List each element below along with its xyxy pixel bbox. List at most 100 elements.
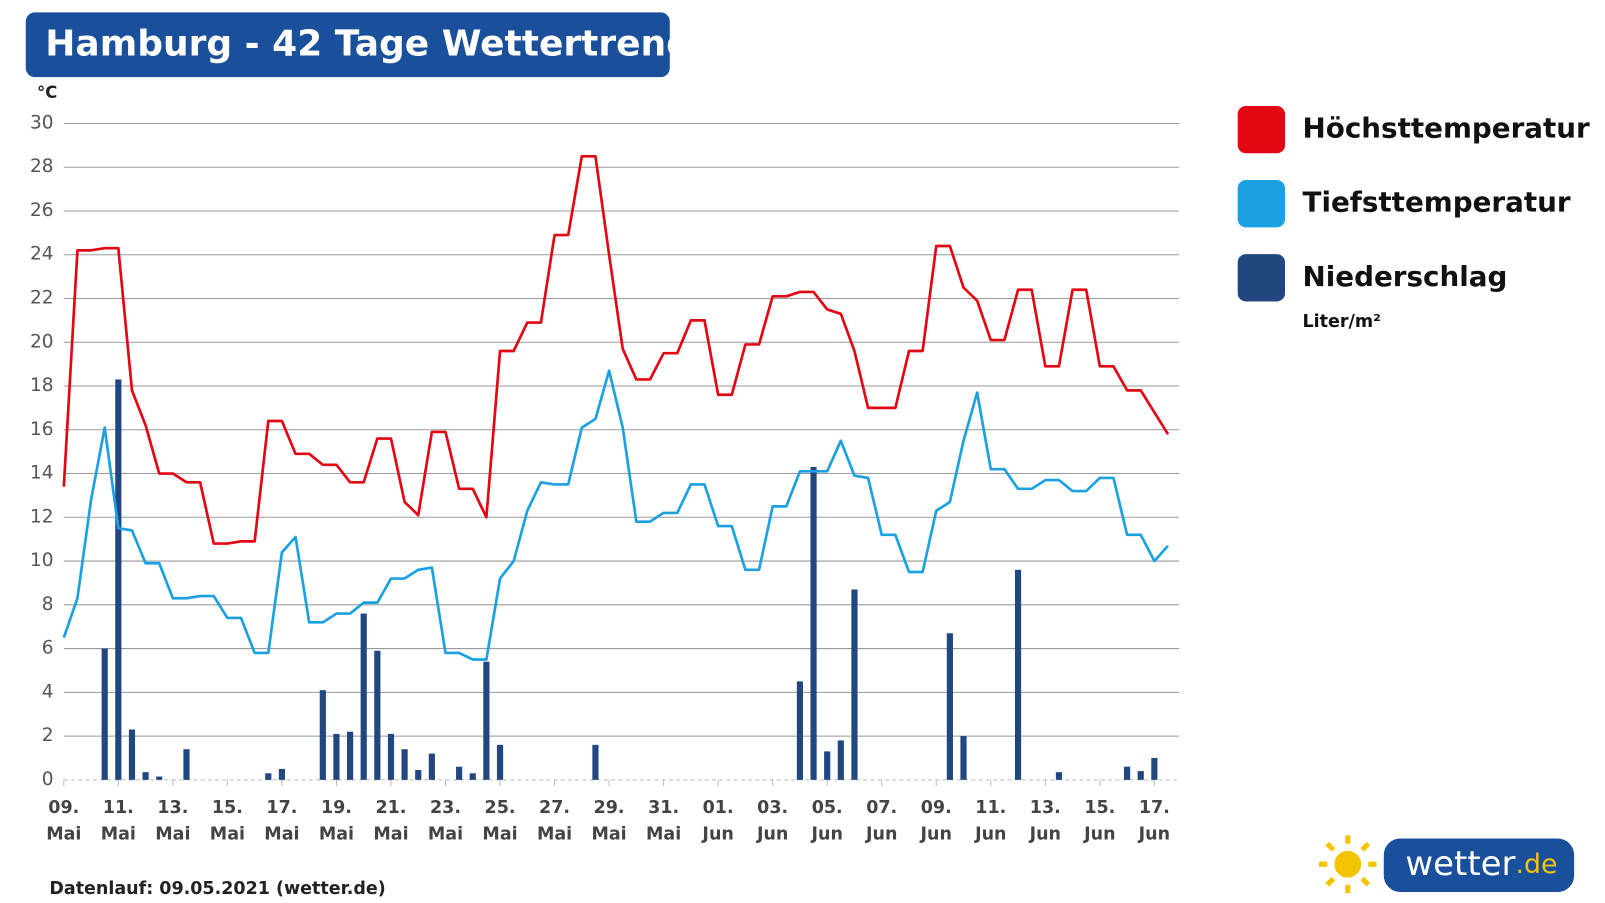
bar [946, 633, 953, 780]
x-tick-label-box: 17. Mai [264, 797, 300, 845]
logo-text: wetter.de [1405, 844, 1557, 884]
bar [469, 773, 476, 780]
x-tick-label-box: 25. Mai [482, 797, 517, 844]
x-tick-label-box: 05. Jun [811, 797, 843, 845]
x-tick-label: 19. Mai [318, 797, 355, 845]
x-tick-label-box: 11. Mai [101, 797, 136, 844]
x-tick-label: 13. Jun [1029, 797, 1062, 845]
bar [401, 749, 408, 780]
logo: wetter.de [1318, 835, 1575, 894]
x-tick-label: 29. Mai [591, 797, 627, 845]
bar [374, 650, 381, 780]
bar [156, 776, 163, 780]
x-tick-label: 01. Jun [702, 797, 734, 845]
bar [1151, 757, 1158, 780]
bar [333, 733, 340, 780]
x-tick-label-box: 29. Mai [591, 797, 627, 845]
legend-swatch [1237, 105, 1286, 154]
legend-unit: Liter/m² [1303, 312, 1381, 332]
bar [183, 749, 190, 780]
bar [810, 466, 817, 780]
x-tick-label-box: 21. Mai [373, 797, 409, 845]
y-tick-label: 28 [30, 156, 54, 177]
bar [851, 589, 858, 780]
bar [1137, 771, 1144, 780]
x-tick-label: 11. Jun [975, 797, 1007, 845]
y-tick-label: 12 [30, 506, 54, 527]
x-tick-label: 17. Mai [264, 797, 300, 845]
bar [265, 773, 272, 780]
x-tick-label-box: 15. Mai [209, 797, 245, 845]
x-tick-label: 05. Jun [811, 797, 843, 845]
y-tick-label: 24 [30, 244, 54, 265]
bar [278, 768, 286, 780]
x-tick-label: 13. Mai [155, 797, 191, 845]
bar [496, 744, 504, 780]
y-tick-label: 16 [30, 419, 54, 440]
x-tick-label-box: 11. Jun [975, 797, 1007, 845]
y-tick-label: 20 [30, 331, 54, 352]
y-tick-label: 6 [42, 638, 54, 659]
x-tick-label: 09. Mai [46, 797, 82, 845]
x-tick-label-box: 09. Jun [920, 797, 952, 845]
bar [456, 766, 463, 780]
bar [415, 770, 422, 780]
x-tick-label-box: 15. Jun [1084, 797, 1116, 845]
logo-box [1383, 838, 1575, 892]
x-tick-label-box: 01. Jun [702, 797, 734, 845]
x-tick-label: 15. Mai [209, 797, 245, 845]
y-unit: °C [37, 83, 57, 102]
bar [346, 731, 354, 780]
y-tick-label: 18 [30, 375, 54, 396]
x-tick-label-box: 27. Mai [537, 797, 572, 844]
bar [1055, 772, 1063, 780]
source: Datenlauf: 09.05.2021 (wetter.de) [49, 879, 385, 899]
y-tick-label: 8 [42, 594, 54, 615]
y-tick-label: 26 [30, 200, 54, 221]
bar [837, 740, 844, 780]
bar [319, 690, 326, 780]
x-tick-label-box: 03. Jun [757, 797, 788, 844]
sun-rays [1318, 835, 1377, 894]
bar [824, 751, 831, 780]
bar [483, 661, 490, 780]
x-tick-label-box: 19. Mai [318, 797, 355, 845]
y-tick-label: 22 [30, 287, 54, 308]
x-tick-label-box: 09. Mai [46, 797, 82, 845]
bar [428, 753, 435, 780]
x-tick-label: 31. Mai [646, 797, 682, 845]
x-tick-label-box: 23. Mai [427, 797, 464, 845]
bar [1124, 766, 1131, 780]
x-tick-label: 17. Jun [1138, 797, 1171, 845]
y-tick-label: 4 [42, 681, 54, 702]
bar [796, 681, 804, 780]
logo-name: wetter [1405, 844, 1515, 884]
x-tick-label-box: 17. Jun [1138, 797, 1171, 845]
bar [960, 736, 967, 780]
bar [115, 379, 122, 780]
sun [1334, 850, 1362, 878]
legend-label: Tiefsttemperatur [1303, 186, 1571, 219]
legend-label: Niederschlag [1303, 260, 1508, 293]
y-tick-label: 30 [30, 112, 54, 133]
bar [128, 729, 136, 780]
title-box [25, 12, 670, 78]
bar [387, 733, 395, 780]
x-tick-label-box: 13. Jun [1029, 797, 1062, 845]
x-tick-label-box: 07. Jun [866, 797, 898, 845]
logo-suffix: .de [1515, 849, 1557, 880]
x-tick-label-box: 13. Mai [155, 797, 191, 845]
x-tick-label: 09. Jun [920, 797, 952, 845]
x-tick-label: 15. Jun [1084, 797, 1116, 845]
bar [360, 613, 367, 780]
x-tick-label: 21. Mai [373, 797, 409, 845]
legend-swatch [1237, 180, 1286, 228]
x-tick-label: 23. Mai [427, 797, 464, 845]
bar [142, 772, 149, 780]
bar [592, 744, 599, 780]
line [62, 154, 1170, 545]
x-tick-label-box: 31. Mai [646, 797, 682, 845]
x-tick-label: 07. Jun [866, 797, 898, 845]
